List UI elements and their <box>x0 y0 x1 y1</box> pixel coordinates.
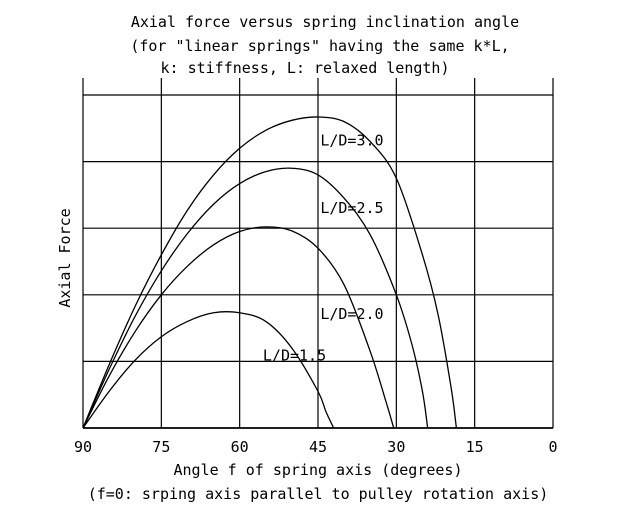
x-tick-label-2: 60 <box>231 438 249 456</box>
x-tick-label-3: 45 <box>309 438 327 456</box>
chart-title: Axial force versus spring inclination an… <box>131 13 519 31</box>
series-label-2: L/D=2.0 <box>320 305 383 323</box>
series-line-1 <box>82 167 429 429</box>
series-label-3: L/D=1.5 <box>263 346 326 364</box>
series-line-3 <box>82 311 335 429</box>
series-line-2 <box>82 226 395 429</box>
x-tick-label-6: 0 <box>548 438 557 456</box>
x-tick-label-1: 75 <box>152 438 170 456</box>
series-label-1: L/D=2.5 <box>320 199 383 217</box>
x-tick-label-0: 90 <box>74 438 92 456</box>
x-axis-note: (f=0: srping axis parallel to pulley rot… <box>88 485 549 503</box>
x-axis-label: Angle f of spring axis (degrees) <box>174 461 463 479</box>
series-line-0 <box>82 116 458 429</box>
y-axis-label: Axial Force <box>56 208 74 307</box>
x-tick-labels: 90 75 60 45 30 15 0 <box>74 438 558 456</box>
chart-subtitle-line-2: k: stiffness, L: relaxed length) <box>161 59 450 77</box>
grid <box>82 78 554 429</box>
series-label-0: L/D=3.0 <box>320 132 383 150</box>
series-labels: L/D=3.0 L/D=2.5 L/D=2.0 L/D=1.5 <box>263 132 384 365</box>
chart-subtitle-line-1: (for "linear springs" having the same k*… <box>130 37 509 55</box>
series-group <box>82 116 458 429</box>
x-tick-label-4: 30 <box>387 438 405 456</box>
x-tick-label-5: 15 <box>466 438 484 456</box>
